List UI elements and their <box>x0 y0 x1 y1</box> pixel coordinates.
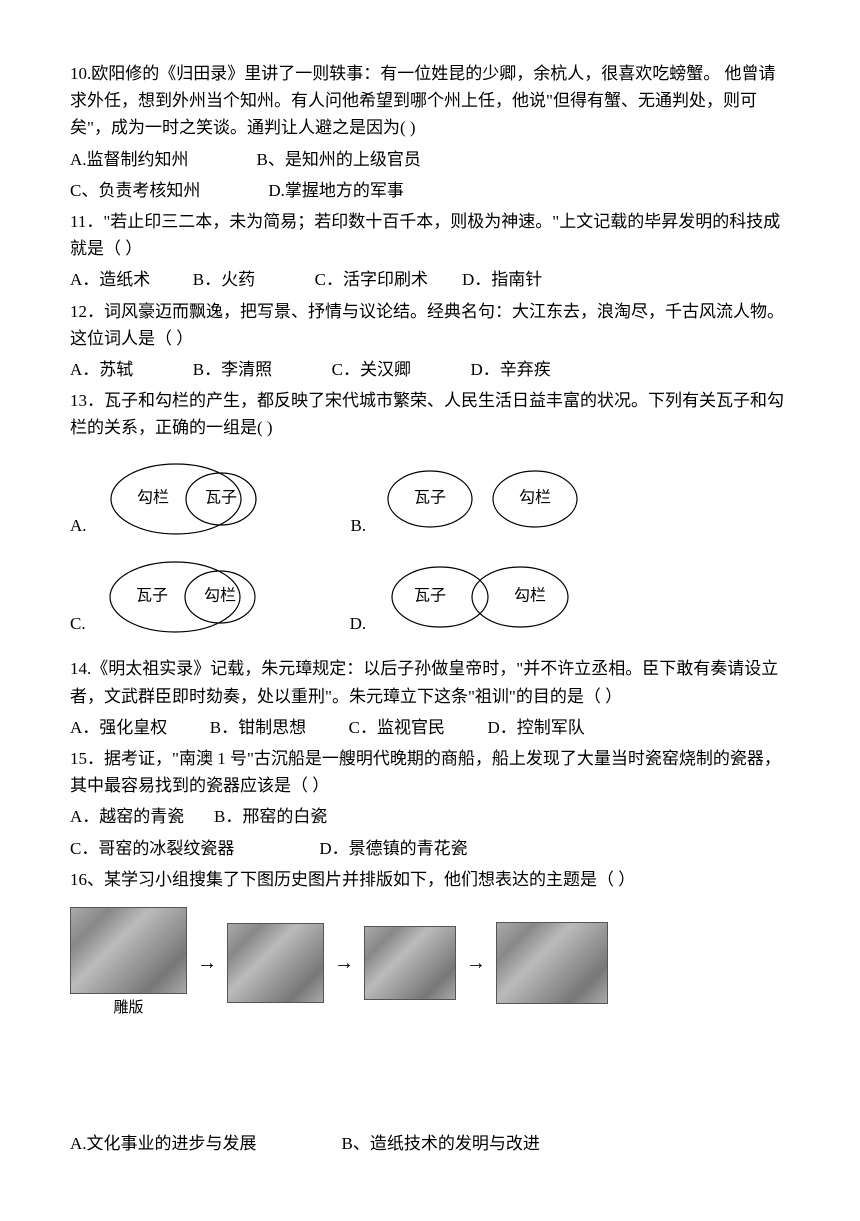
q13-diagram-D[interactable]: D. 瓦子 勾栏 <box>350 557 591 637</box>
q15-optB[interactable]: B．邢窑的白瓷 <box>214 807 327 826</box>
svg-text:瓦子: 瓦子 <box>136 587 168 605</box>
q16-optA[interactable]: A.文化事业的进步与发展 <box>70 1134 257 1153</box>
q16-img1-wrap: 雕版 <box>70 907 187 1020</box>
q15-optC[interactable]: C．哥窑的冰裂纹瓷器 <box>70 839 234 858</box>
history-image-icon <box>496 922 608 1004</box>
q15-options-row1: A．越窑的青瓷 B．邢窑的白瓷 <box>70 803 790 830</box>
svg-text:瓦子: 瓦子 <box>414 587 446 605</box>
q11-text: 11．"若止印三二本，未为简易；若印数十百千本，则极为神速。"上文记载的毕昇发明… <box>70 208 790 262</box>
q11-optA[interactable]: A．造纸术 <box>70 270 150 289</box>
q16-image-row: 雕版 → → → <box>70 907 790 1020</box>
q10-options-row2: C、负责考核知州 D.掌握地方的军事 <box>70 177 790 204</box>
q13-optC-label: C. <box>70 610 86 637</box>
q15-optA[interactable]: A．越窑的青瓷 <box>70 807 184 826</box>
svg-text:勾栏: 勾栏 <box>204 587 236 605</box>
q15-options-row2: C．哥窑的冰裂纹瓷器 D．景德镇的青花瓷 <box>70 835 790 862</box>
svg-text:勾栏: 勾栏 <box>514 587 546 605</box>
svg-text:瓦子: 瓦子 <box>414 489 446 507</box>
q15-text: 15．据考证，"南澳 1 号"古沉船是一艘明代晚期的商船，船上发现了大量当时瓷窑… <box>70 745 790 799</box>
q10-optD[interactable]: D.掌握地方的军事 <box>268 181 404 200</box>
q13-optB-label: B. <box>351 512 367 539</box>
q10-optC[interactable]: C、负责考核知州 <box>70 181 200 200</box>
venn-icon: 瓦子 勾栏 <box>380 459 590 539</box>
q11-options: A．造纸术 B．火药 C．活字印刷术 D．指南针 <box>70 266 790 293</box>
q15-optD[interactable]: D．景德镇的青花瓷 <box>319 839 467 858</box>
q13-text: 13．瓦子和勾栏的产生，都反映了宋代城市繁荣、人民生活日益丰富的状况。下列有关瓦… <box>70 387 790 441</box>
history-image-icon <box>364 926 456 1000</box>
q10-options-row1: A.监督制约知州 B、是知州的上级官员 <box>70 146 790 173</box>
q13-optA-label: A. <box>70 512 87 539</box>
q13-optD-label: D. <box>350 610 367 637</box>
q12-optD[interactable]: D．辛弃疾 <box>470 360 550 379</box>
venn-icon: 勾栏 瓦子 <box>101 459 271 539</box>
q10-optB[interactable]: B、是知州的上级官员 <box>257 150 421 169</box>
svg-text:勾栏: 勾栏 <box>137 489 169 507</box>
q14-optB[interactable]: B．钳制思想 <box>210 718 306 737</box>
history-image-icon <box>70 907 187 994</box>
q16-caption: 雕版 <box>70 996 187 1020</box>
svg-text:勾栏: 勾栏 <box>519 489 551 507</box>
arrow-icon: → <box>197 947 217 979</box>
q12-optA[interactable]: A．苏轼 <box>70 360 133 379</box>
q12-options: A．苏轼 B．李清照 C．关汉卿 D．辛弃疾 <box>70 356 790 383</box>
q11-optB[interactable]: B．火药 <box>193 270 255 289</box>
q14-text: 14.《明太祖实录》记载，朱元璋规定：以后子孙做皇帝时，"并不许立丞相。臣下敢有… <box>70 655 790 709</box>
spacer <box>70 1030 790 1130</box>
arrow-icon: → <box>466 947 486 979</box>
q12-optC[interactable]: C．关汉卿 <box>332 360 411 379</box>
q11-optD[interactable]: D．指南针 <box>462 270 542 289</box>
q14-optC[interactable]: C．监视官民 <box>349 718 445 737</box>
q16-optB[interactable]: B、造纸技术的发明与改进 <box>342 1134 540 1153</box>
q13-diagram-B[interactable]: B. 瓦子 勾栏 <box>351 459 591 539</box>
arrow-icon: → <box>334 947 354 979</box>
q14-optD[interactable]: D．控制军队 <box>487 718 584 737</box>
q16-text: 16、某学习小组搜集了下图历史图片并排版如下，他们想表达的主题是（ ） <box>70 866 790 893</box>
q13-diagrams-row2: C. 瓦子 勾栏 D. 瓦子 勾栏 <box>70 557 790 637</box>
venn-icon: 瓦子 勾栏 <box>100 557 270 637</box>
q12-text: 12．词风豪迈而飘逸，把写景、抒情与议论结。经典名句：大江东去，浪淘尽，千古风流… <box>70 298 790 352</box>
q14-options: A．强化皇权 B．钳制思想 C．监视官民 D．控制军队 <box>70 714 790 741</box>
q14-optA[interactable]: A．强化皇权 <box>70 718 167 737</box>
q16-options: A.文化事业的进步与发展 B、造纸技术的发明与改进 <box>70 1130 790 1157</box>
q10-text: 10.欧阳修的《归田录》里讲了一则轶事：有一位姓昆的少卿，余杭人，很喜欢吃螃蟹。… <box>70 60 790 142</box>
q12-optB[interactable]: B．李清照 <box>193 360 272 379</box>
q13-diagram-C[interactable]: C. 瓦子 勾栏 <box>70 557 270 637</box>
venn-icon: 瓦子 勾栏 <box>380 557 590 637</box>
q11-optC[interactable]: C．活字印刷术 <box>315 270 428 289</box>
q13-diagrams-row1: A. 勾栏 瓦子 B. 瓦子 勾栏 <box>70 459 790 539</box>
svg-text:瓦子: 瓦子 <box>205 489 237 507</box>
history-image-icon <box>227 923 324 1003</box>
q10-optA[interactable]: A.监督制约知州 <box>70 150 189 169</box>
q13-diagram-A[interactable]: A. 勾栏 瓦子 <box>70 459 271 539</box>
